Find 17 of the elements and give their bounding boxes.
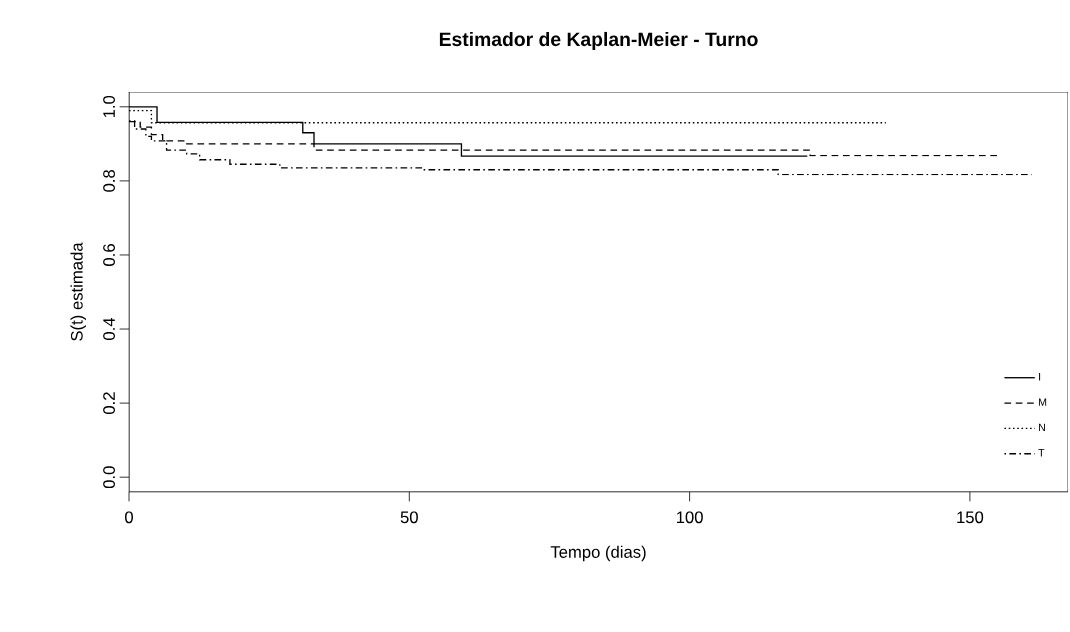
x-tick-label: 150 <box>957 511 984 524</box>
y-tick-label: 0.8 <box>103 170 115 192</box>
y-axis-title: S(t) estimada <box>70 242 86 341</box>
legend-label: T <box>1038 449 1045 457</box>
legend-label: N <box>1038 423 1045 432</box>
x-tick-label: 50 <box>400 511 418 524</box>
y-tick-label: 1.0 <box>103 95 115 118</box>
legend-label: M <box>1038 398 1047 406</box>
x-tick-label: 0 <box>125 511 133 524</box>
y-tick-label: 0.6 <box>103 244 115 266</box>
legend-label: I <box>1039 373 1041 381</box>
x-axis-title: Tempo (dias) <box>550 545 646 562</box>
y-tick-label: 0.2 <box>103 392 115 415</box>
y-tick-label: 0.0 <box>103 466 115 489</box>
x-tick-label: 100 <box>676 511 703 524</box>
y-tick-label: 0.4 <box>103 317 115 340</box>
chart-title: Estimador de Kaplan-Meier - Turno <box>439 31 758 50</box>
